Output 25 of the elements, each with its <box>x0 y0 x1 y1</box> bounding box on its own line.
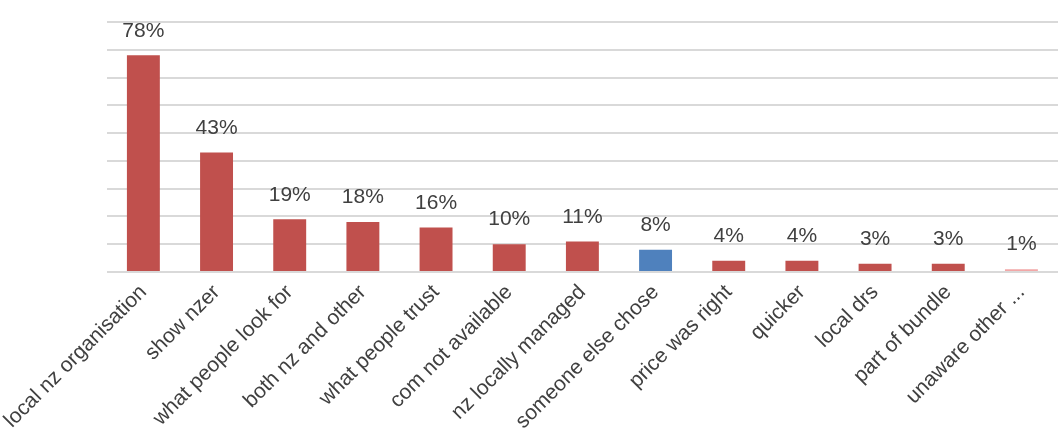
bar <box>126 55 160 271</box>
data-label: 10% <box>488 206 531 230</box>
data-label: 11% <box>562 203 603 227</box>
data-label: 4% <box>713 223 744 247</box>
bar <box>712 260 746 271</box>
bar <box>419 227 453 271</box>
data-label: 8% <box>640 212 671 236</box>
data-label: 3% <box>933 225 964 249</box>
bar <box>346 221 380 271</box>
data-label: 43% <box>195 114 238 138</box>
bar <box>931 263 965 271</box>
data-label: 78% <box>122 17 165 41</box>
data-label: 1% <box>1006 231 1037 255</box>
bar <box>492 244 526 271</box>
data-label: 18% <box>341 184 384 208</box>
bar <box>639 249 673 271</box>
bar <box>200 152 234 271</box>
data-label: 19% <box>268 181 311 205</box>
bar <box>273 219 307 271</box>
bar <box>785 260 819 271</box>
data-label: 3% <box>859 225 891 249</box>
bar <box>858 263 892 271</box>
data-label: 16% <box>415 189 458 213</box>
data-label: 4% <box>786 223 818 247</box>
bar <box>565 241 599 271</box>
